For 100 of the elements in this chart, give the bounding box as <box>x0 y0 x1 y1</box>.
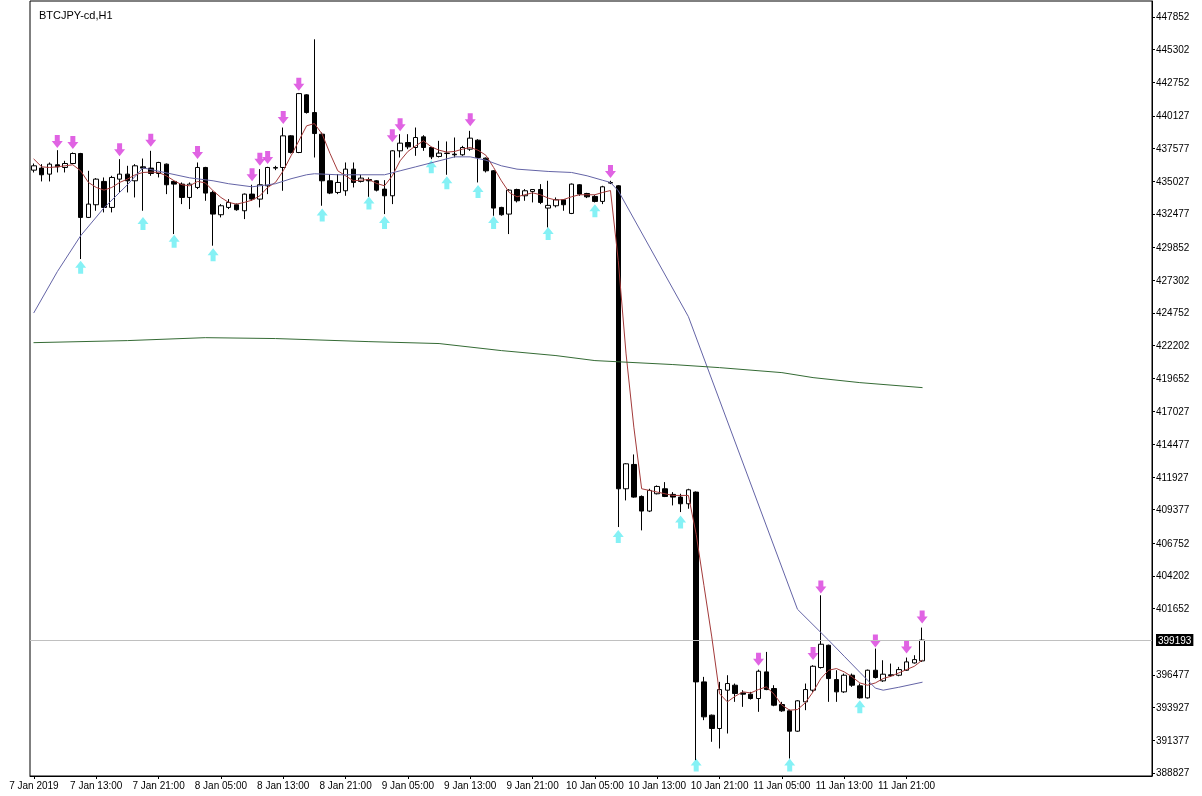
x-tick-label: 9 Jan 13:00 <box>444 779 497 791</box>
candlestick <box>101 176 107 213</box>
y-tick-label: 440127 <box>1156 110 1190 122</box>
text: BTCJPY-cd,H1 <box>39 8 113 21</box>
candlestick <box>218 203 224 218</box>
candlestick <box>319 132 325 207</box>
y-tick-label: 445302 <box>1156 44 1190 56</box>
point <box>145 133 157 147</box>
candlestick <box>795 699 800 733</box>
candlestick <box>818 594 824 670</box>
point <box>542 226 554 240</box>
candlestick <box>919 627 925 663</box>
y-tick-label: 417027 <box>1156 406 1190 418</box>
candlestick <box>70 151 76 165</box>
candlestick <box>436 140 442 158</box>
point <box>394 118 406 132</box>
x-tick-label: 7 Jan 21:00 <box>132 779 186 791</box>
candlestick <box>678 493 683 513</box>
candlestick <box>312 38 317 158</box>
candlestick <box>296 92 302 154</box>
point <box>612 529 624 543</box>
point <box>67 136 79 149</box>
y-tick-label: 442752 <box>1156 76 1190 88</box>
candlestick <box>265 166 270 195</box>
candlestick <box>405 133 411 150</box>
candlestick <box>397 133 403 158</box>
point <box>784 758 796 772</box>
y-tick-label: 396477 <box>1156 669 1190 681</box>
point <box>379 215 391 229</box>
candlestick <box>499 206 504 217</box>
x-tick-label: 11 Jan 13:00 <box>815 779 874 791</box>
point <box>363 196 375 210</box>
point <box>277 111 289 125</box>
x-tick-label: 9 Jan 05:00 <box>381 779 435 791</box>
candlestick <box>234 202 239 212</box>
candlestick <box>577 183 582 197</box>
x-tick-label: 10 Jan 21:00 <box>690 779 749 791</box>
candlestick <box>826 644 831 703</box>
candlestick <box>732 683 738 703</box>
x-tick-label: 10 Jan 13:00 <box>628 779 687 791</box>
candlestick <box>382 179 387 215</box>
candlestick <box>701 676 707 721</box>
candlestick <box>249 184 255 202</box>
point <box>51 134 63 148</box>
candlestick <box>545 180 551 228</box>
y-tick-label: 388827 <box>1156 767 1190 779</box>
point <box>192 145 204 159</box>
candlestick <box>912 654 917 665</box>
candlestick <box>179 181 185 205</box>
candlestick <box>187 181 192 210</box>
candlestick <box>538 183 543 205</box>
y-tick-label: 447852 <box>1156 11 1190 23</box>
y-tick-label: 409377 <box>1156 504 1190 516</box>
y-tick-label: 435027 <box>1156 175 1190 187</box>
candlestick <box>475 138 481 183</box>
point <box>589 204 601 218</box>
candlestick <box>725 674 730 734</box>
candlestick <box>748 691 753 701</box>
candlestick <box>288 134 294 155</box>
candlestick <box>506 188 512 235</box>
y-tick-label: 429852 <box>1156 241 1190 253</box>
candlestick <box>491 169 496 217</box>
x-tick-label: 7 Jan 13:00 <box>70 779 123 791</box>
candlestick <box>810 664 816 693</box>
candlestick <box>78 152 83 260</box>
point <box>137 216 149 230</box>
candlestick <box>834 669 839 703</box>
candlestick <box>740 689 746 708</box>
point <box>262 150 274 164</box>
candlestick <box>280 127 286 192</box>
candlestick <box>171 180 177 235</box>
candlestick <box>530 188 535 203</box>
point <box>316 208 328 222</box>
y-tick-label: 424752 <box>1156 307 1190 319</box>
candlestick <box>873 648 878 680</box>
point <box>916 610 928 624</box>
candlestick <box>444 140 450 176</box>
candlestick <box>592 194 598 203</box>
point <box>690 758 702 772</box>
x-tick-label: 7 Jan 2019 <box>9 779 60 791</box>
y-tick-label: 404202 <box>1156 570 1190 582</box>
candlestick <box>631 453 637 499</box>
candlestick <box>429 146 434 160</box>
line-series <box>33 337 923 389</box>
candlestick <box>803 683 808 711</box>
candlestick <box>140 158 146 212</box>
candlestick <box>210 190 216 247</box>
point <box>807 647 819 661</box>
y-tick-label: 393927 <box>1156 702 1190 714</box>
y-tick-label: 406752 <box>1156 537 1190 549</box>
candlestick <box>709 714 715 743</box>
candlestick <box>86 170 91 219</box>
candlestick <box>452 137 457 158</box>
candlestick <box>93 177 99 212</box>
candlestick <box>327 173 333 195</box>
point <box>488 215 500 229</box>
point <box>168 234 180 248</box>
x-tick-label: 9 Jan 21:00 <box>506 779 560 791</box>
point <box>441 176 453 190</box>
y-tick-label: 437577 <box>1156 143 1190 155</box>
